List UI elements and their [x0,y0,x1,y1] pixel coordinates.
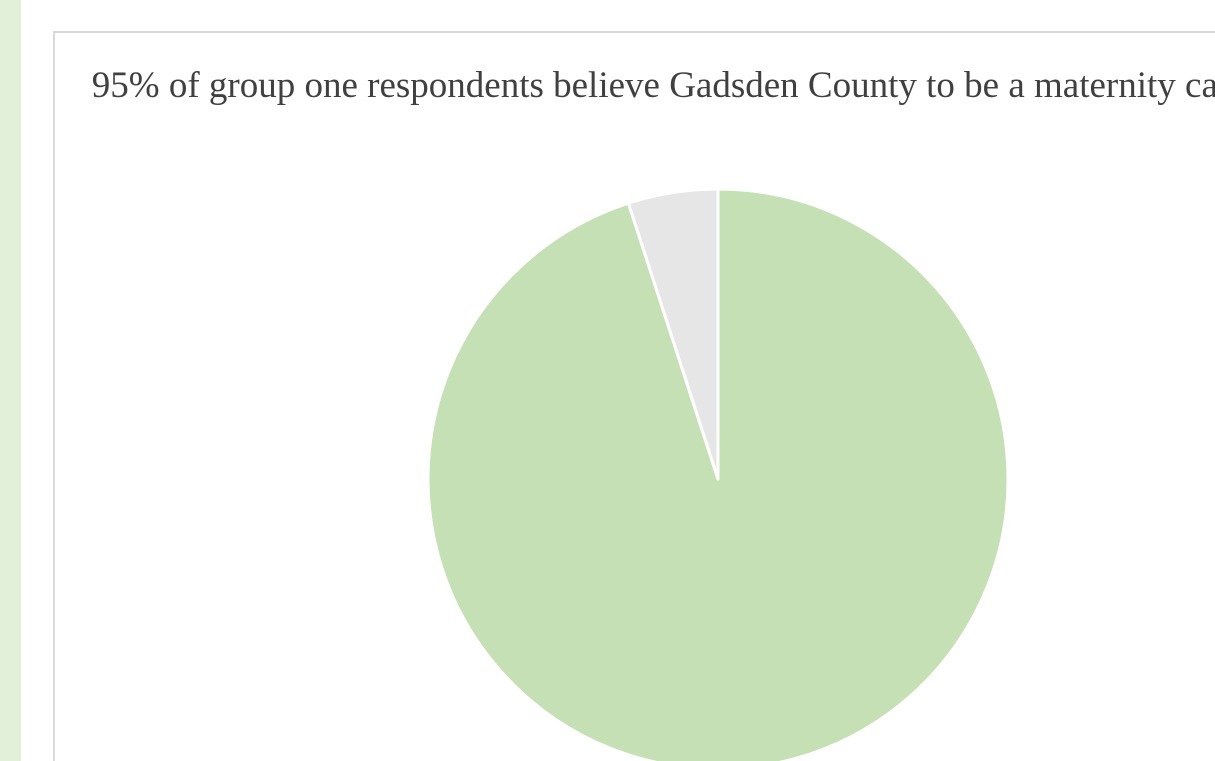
side-strip [0,0,21,761]
pie-slices [426,187,1010,761]
pie-slice-2 [626,187,720,481]
chart-title: 95% of group one respondents believe Gad… [91,65,1215,106]
